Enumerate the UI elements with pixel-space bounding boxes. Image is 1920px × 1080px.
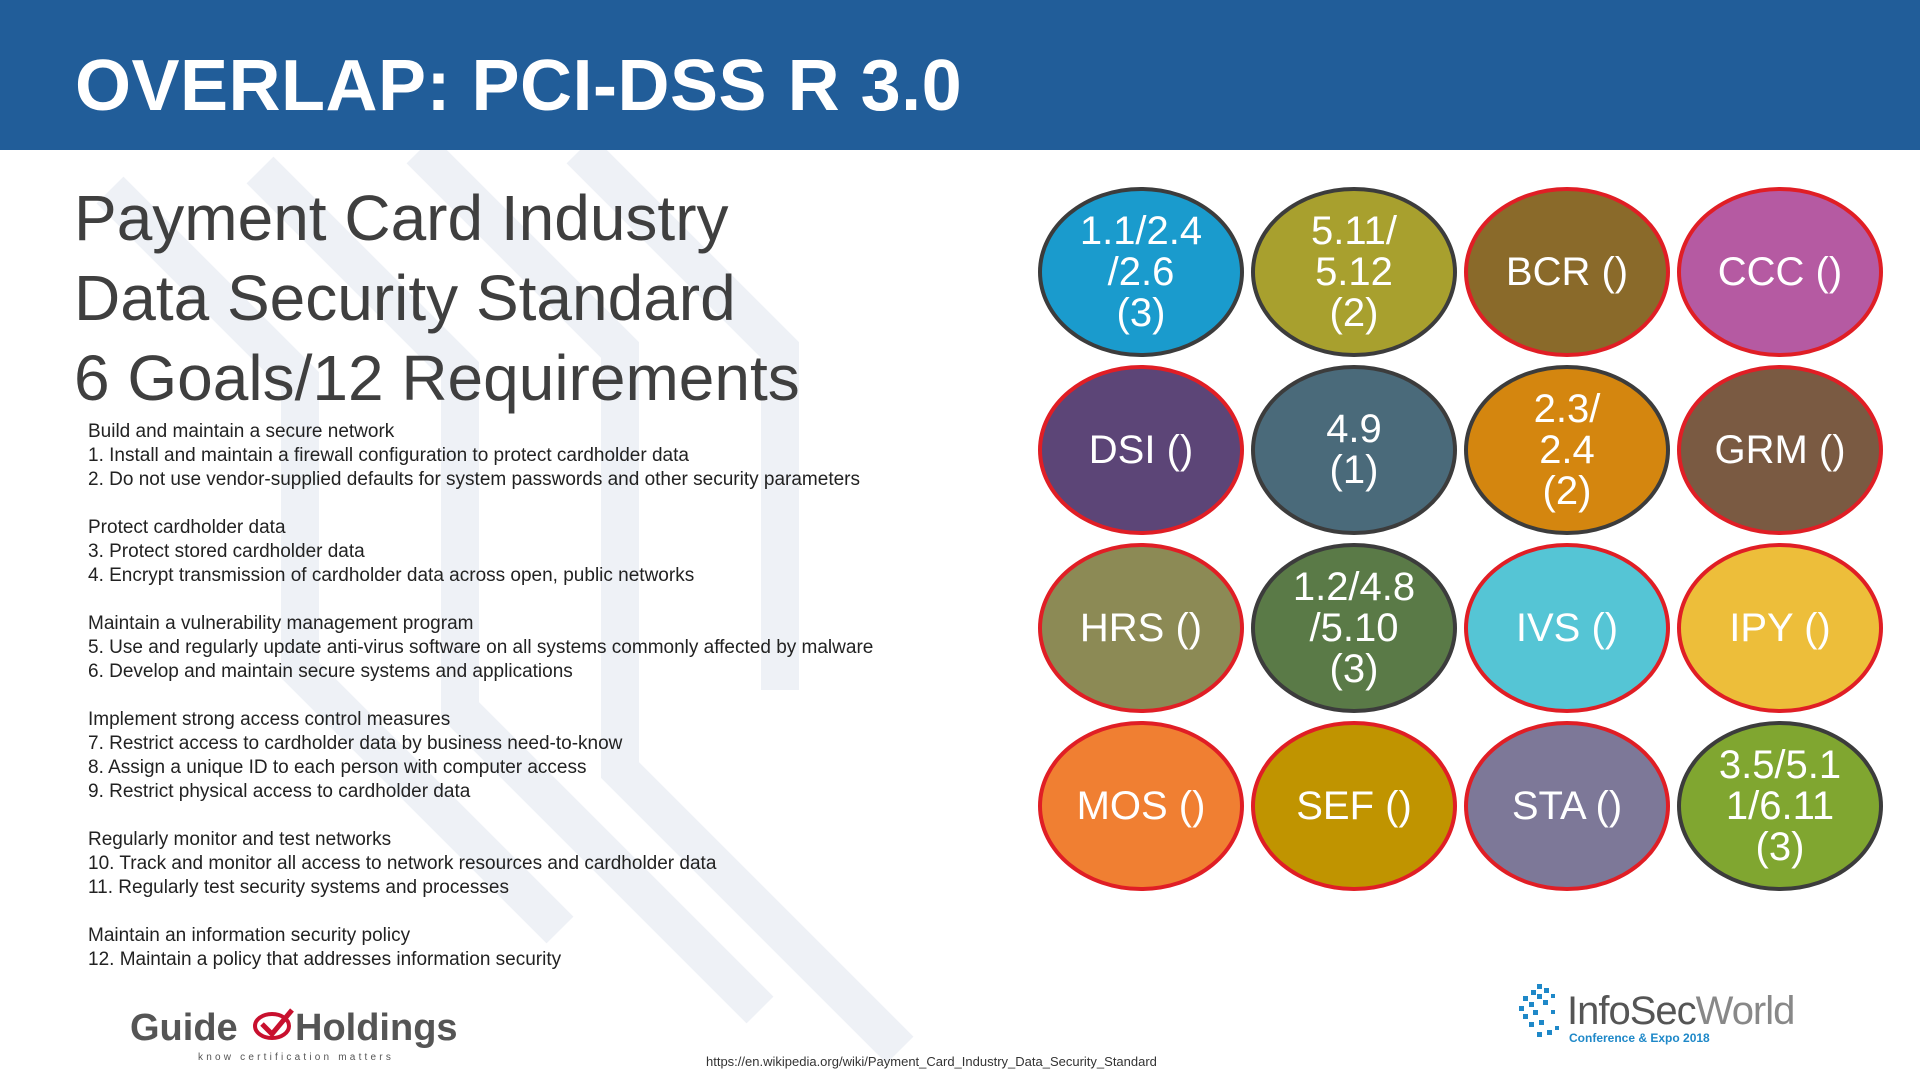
guide-holdings-logo: Guide Holdings know certification matter… <box>130 1007 458 1063</box>
requirements-list: Build and maintain a secure network 1. In… <box>88 420 988 996</box>
overlap-circle-label: DSI () <box>1088 427 1194 472</box>
requirement-group: Regularly monitor and test networks 10. T… <box>88 828 988 900</box>
world-wordmark-light: World <box>1696 989 1795 1033</box>
overlap-circle: GRM () <box>1677 365 1883 535</box>
requirement-group: Protect cardholder data 3. Protect stored… <box>88 516 988 588</box>
overlap-circle: DSI () <box>1038 365 1244 535</box>
overlap-circle: 1.2/4.8 /5.10 (3) <box>1251 543 1457 713</box>
subtitle-line: Data Security Standard <box>74 262 736 334</box>
requirement-item: 3. Protect stored cardholder data <box>88 541 365 562</box>
requirement-item: 11. Regularly test security systems and … <box>88 877 509 898</box>
overlap-circle-label: 1.2/4.8 /5.10 (3) <box>1292 564 1416 691</box>
requirement-item: 2. Do not use vendor-supplied defaults f… <box>88 469 860 490</box>
overlap-circle: 4.9 (1) <box>1251 365 1457 535</box>
goal-heading: Implement strong access control measures <box>88 709 451 730</box>
requirement-group: Maintain a vulnerability management prog… <box>88 612 988 684</box>
overlap-circle: STA () <box>1464 721 1670 891</box>
goal-heading: Protect cardholder data <box>88 517 286 538</box>
overlap-circle-label: CCC () <box>1717 249 1843 294</box>
overlap-circle-label: BCR () <box>1505 249 1629 294</box>
overlap-circle-label: HRS () <box>1079 605 1203 650</box>
goal-heading: Maintain an information security policy <box>88 925 411 946</box>
overlap-circle: 3.5/5.1 1/6.11 (3) <box>1677 721 1883 891</box>
overlap-circle: IVS () <box>1464 543 1670 713</box>
overlap-circle: IPY () <box>1677 543 1883 713</box>
subtitle-line: 6 Goals/12 Requirements <box>74 342 800 414</box>
overlap-circle: MOS () <box>1038 721 1244 891</box>
slide-subtitle: Payment Card Industry Data Security Stan… <box>74 178 800 418</box>
infosecworld-logo: InfoSecWorld Conference & Expo 2018 <box>1519 984 1795 1045</box>
overlap-circle: HRS () <box>1038 543 1244 713</box>
requirement-item: 9. Restrict physical access to cardholde… <box>88 781 471 802</box>
requirement-item: 10. Track and monitor all access to netw… <box>88 853 717 874</box>
requirement-item: 7. Restrict access to cardholder data by… <box>88 733 623 754</box>
overlap-circle-label: GRM () <box>1714 427 1846 472</box>
title-bar: OVERLAP: PCI-DSS R 3.0 <box>0 0 1920 150</box>
goal-heading: Maintain a vulnerability management prog… <box>88 613 474 634</box>
overlap-circle-label: 3.5/5.1 1/6.11 (3) <box>1718 742 1842 869</box>
overlap-circle-label: 5.11/ 5.12 (2) <box>1311 208 1397 335</box>
overlap-circle-label: 2.3/ 2.4 (2) <box>1533 386 1601 513</box>
overlap-circle-label: IPY () <box>1729 605 1831 650</box>
overlap-circle-label: IVS () <box>1515 605 1619 650</box>
goal-heading: Build and maintain a secure network <box>88 421 395 442</box>
globe-pixel-icon <box>1519 984 1559 1037</box>
requirement-group: Build and maintain a secure network 1. In… <box>88 420 988 492</box>
guide-wordmark-left: Guide <box>130 1007 238 1049</box>
goal-heading: Regularly monitor and test networks <box>88 829 392 850</box>
overlap-circle-label: STA () <box>1511 783 1623 828</box>
requirement-group: Maintain an information security policy 1… <box>88 924 988 972</box>
slide-title: OVERLAP: PCI-DSS R 3.0 <box>75 46 963 126</box>
infosec-wordmark-bold: InfoSec <box>1567 989 1696 1033</box>
overlap-circle: BCR () <box>1464 187 1670 357</box>
guide-tagline: know certification matters <box>198 1052 394 1063</box>
overlap-circle-label: SEF () <box>1296 783 1412 828</box>
overlap-circle-label: MOS () <box>1076 783 1206 828</box>
infosecworld-tagline: Conference & Expo 2018 <box>1569 1031 1710 1045</box>
overlap-circle-label: 4.9 (1) <box>1326 407 1382 492</box>
overlap-circle: 1.1/2.4 /2.6 (3) <box>1038 187 1244 357</box>
requirement-item: 8. Assign a unique ID to each person wit… <box>88 757 587 778</box>
overlap-circle: 5.11/ 5.12 (2) <box>1251 187 1457 357</box>
requirement-item: 5. Use and regularly update anti-virus s… <box>88 637 874 658</box>
requirement-item: 6. Develop and maintain secure systems a… <box>88 661 573 682</box>
checkmark-icon <box>253 1008 294 1040</box>
overlap-circle: SEF () <box>1251 721 1457 891</box>
svg-text:InfoSecWorld: InfoSecWorld <box>1567 989 1794 1033</box>
overlap-circle-label: 1.1/2.4 /2.6 (3) <box>1079 208 1203 335</box>
overlap-circle: 2.3/ 2.4 (2) <box>1464 365 1670 535</box>
subtitle-line: Payment Card Industry <box>74 182 729 254</box>
guide-wordmark-right: Holdings <box>295 1007 458 1049</box>
requirement-group: Implement strong access control measures… <box>88 708 988 804</box>
source-citation: https://en.wikipedia.org/wiki/Payment_Ca… <box>706 1054 1157 1069</box>
overlap-circle: CCC () <box>1677 187 1883 357</box>
requirement-item: 12. Maintain a policy that addresses inf… <box>88 949 562 970</box>
requirement-item: 4. Encrypt transmission of cardholder da… <box>88 565 695 586</box>
requirement-item: 1. Install and maintain a firewall confi… <box>88 445 689 466</box>
